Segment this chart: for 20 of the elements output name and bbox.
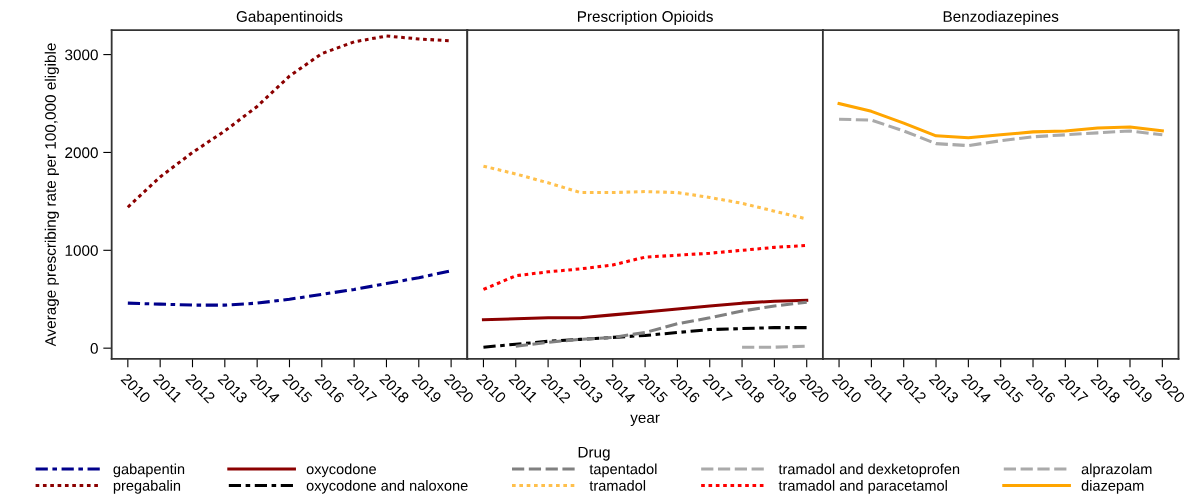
chart-title: Benzodiazepines	[943, 10, 1059, 25]
chart-title: Gabapentinoids	[236, 10, 343, 25]
x-axis-title: year	[630, 414, 660, 427]
legend-label: diazepam	[1081, 480, 1144, 494]
legend-label: tramadol and paracetamol	[778, 480, 947, 494]
y-tick-label: 2000	[65, 147, 98, 159]
legend-label: oxycodone and naloxone	[306, 480, 468, 494]
y-axis-title: Average prescribing rate per 100,000 eligible	[44, 43, 59, 347]
legend-label: oxycodone	[306, 463, 376, 478]
legend-label: gabapentin	[113, 463, 185, 478]
legend-label: alprazolam	[1081, 463, 1152, 478]
y-tick-label: 3000	[65, 49, 98, 61]
legend-title: Drug	[578, 446, 610, 461]
legend-label: tramadol and dexketoprofen	[778, 463, 960, 478]
legend-label: pregabalin	[113, 480, 181, 494]
chart-title: Prescription Opioids	[577, 10, 713, 25]
y-tick-label: 1000	[65, 245, 98, 256]
legend-label: tramadol	[589, 480, 646, 491]
legend-label: tapentadol	[589, 463, 657, 478]
y-tick-label: 0	[90, 343, 98, 354]
